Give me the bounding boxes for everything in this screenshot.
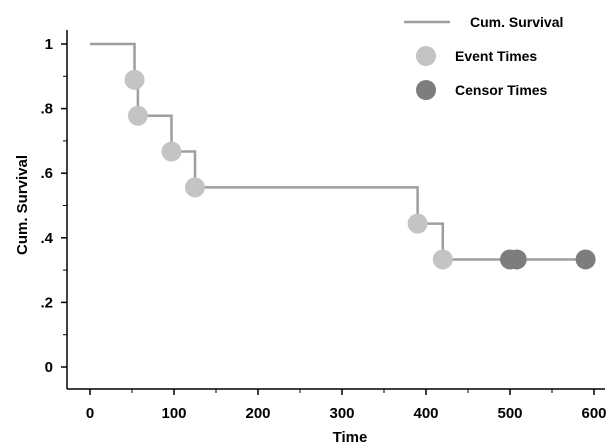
event-times-point xyxy=(124,69,145,90)
x-tick-label: 100 xyxy=(161,405,186,422)
event-times-point xyxy=(161,141,182,162)
x-tick-label: 200 xyxy=(245,405,270,422)
x-tick-label: 500 xyxy=(497,405,522,422)
y-tick-label: 1 xyxy=(45,36,53,53)
x-axis-title: Time xyxy=(333,429,368,446)
y-tick-label: .4 xyxy=(40,230,53,247)
x-ticks: 0 100 200 300 400 500 600 xyxy=(86,389,607,422)
plot-points xyxy=(124,69,596,270)
event-times-point xyxy=(185,177,205,198)
x-tick-label: 0 xyxy=(86,405,94,422)
y-ticks: 0 .2 .4 .6 .8 1 xyxy=(40,36,67,376)
event-times-point xyxy=(407,213,428,234)
y-tick-label: .8 xyxy=(40,101,53,118)
y-tick-label: 0 xyxy=(45,359,53,376)
y-tick-label: .6 xyxy=(40,165,53,182)
legend-swatch-censor-times xyxy=(416,80,436,100)
y-axis-title: Cum. Survival xyxy=(14,155,31,255)
x-tick-label: 600 xyxy=(581,405,606,422)
legend-label-cum-survival: Cum. Survival xyxy=(470,14,563,30)
legend-label-censor-times: Censor Times xyxy=(455,82,548,98)
y-tick-label: .2 xyxy=(40,294,53,311)
legend-swatch-event-times xyxy=(416,46,436,66)
legend-label-event-times: Event Times xyxy=(455,48,537,64)
x-tick-label: 300 xyxy=(329,405,354,422)
event-times-point xyxy=(127,105,148,126)
x-tick-label: 400 xyxy=(413,405,438,422)
event-times-point xyxy=(432,249,453,270)
censor-times-point xyxy=(506,249,527,270)
legend: Cum. Survival Event Times Censor Times xyxy=(404,14,563,100)
censor-times-point xyxy=(575,249,596,270)
axes xyxy=(66,30,605,390)
